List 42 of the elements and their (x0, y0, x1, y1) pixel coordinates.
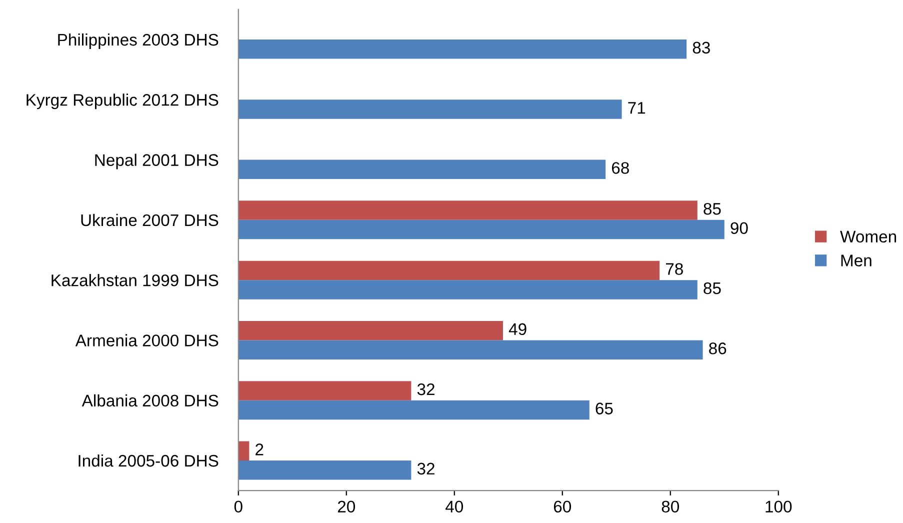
legend-label: Men (841, 254, 872, 266)
bar (238, 260, 660, 280)
x-tick-label: 80 (662, 500, 680, 513)
data-label: 83 (692, 42, 710, 54)
y-tick-label: Albania 2008 DHS (82, 394, 218, 407)
data-label: 68 (612, 162, 629, 174)
bar (238, 460, 412, 480)
bar (238, 320, 503, 340)
y-tick-label: India 2005-06 DHS (78, 454, 218, 467)
x-tick-label: 100 (766, 500, 792, 513)
bar (238, 160, 606, 180)
legend-label: Women (840, 230, 896, 243)
x-tick-label: 60 (554, 500, 572, 513)
data-label: 71 (628, 102, 646, 114)
y-tick-label: Nepal 2001 DHS (95, 154, 218, 170)
data-label: 86 (709, 342, 726, 354)
bar (238, 220, 724, 240)
bar (238, 340, 703, 360)
y-tick-label: Philippines 2003 DHS (58, 33, 218, 49)
y-tick-label: Armenia 2000 DHS (75, 334, 218, 346)
data-label: 85 (704, 202, 721, 215)
data-label: 85 (704, 282, 721, 294)
y-tick-label: Kazakhstan 1999 DHS (52, 274, 218, 286)
y-tick-label: Kyrgz Republic 2012 DHS (26, 94, 218, 110)
bar (238, 441, 250, 460)
bar (238, 381, 412, 400)
data-label: 49 (508, 323, 526, 336)
bar (238, 200, 698, 220)
y-tick-label: Ukraine 2007 DHS (81, 214, 218, 226)
bar (238, 39, 687, 59)
bar (238, 100, 622, 119)
data-label: 2 (256, 444, 264, 456)
data-label: 78 (666, 263, 683, 275)
bar (238, 400, 590, 420)
x-tick-label: 0 (234, 500, 242, 513)
data-label: 90 (730, 222, 748, 234)
data-label: 32 (417, 383, 434, 396)
data-label: 32 (417, 462, 434, 475)
x-tick-label: 20 (338, 500, 356, 513)
x-tick-label: 40 (446, 500, 464, 513)
data-label: 65 (596, 402, 613, 414)
bar (238, 280, 698, 300)
